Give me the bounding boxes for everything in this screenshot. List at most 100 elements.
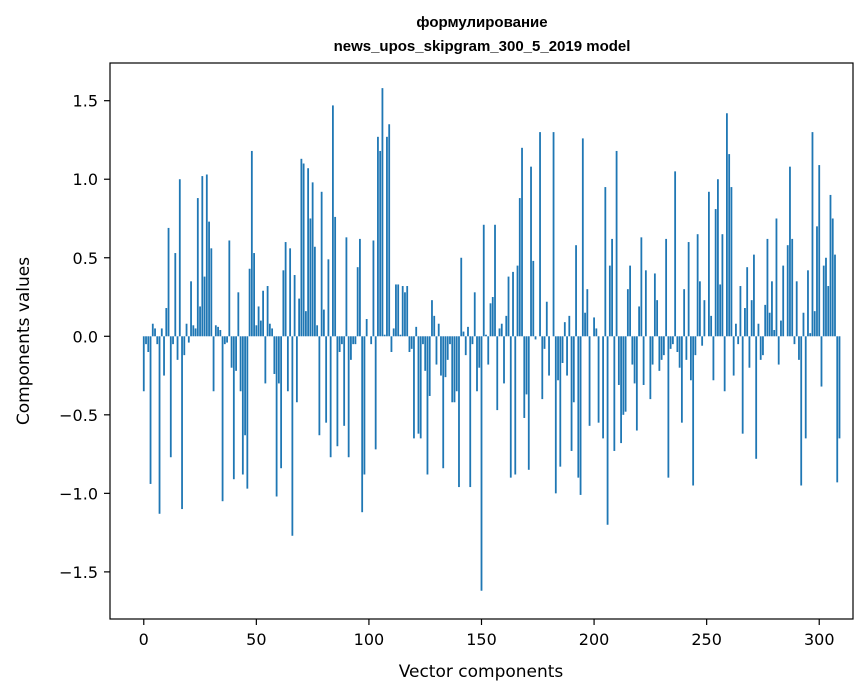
bar <box>836 336 839 483</box>
bar <box>422 336 424 345</box>
bar <box>221 336 224 502</box>
bar <box>786 245 789 337</box>
bar <box>325 336 328 423</box>
bar <box>689 336 692 381</box>
bar <box>151 323 154 337</box>
bar <box>545 301 548 337</box>
bar <box>199 306 201 337</box>
bar <box>626 289 629 337</box>
bar <box>449 336 451 345</box>
bar <box>746 267 749 337</box>
bar <box>266 286 269 337</box>
bar <box>442 336 445 469</box>
bar <box>712 336 715 381</box>
bar <box>719 284 722 337</box>
bar <box>523 336 526 418</box>
bar <box>163 336 165 376</box>
bar <box>791 238 794 337</box>
bar <box>660 336 663 360</box>
bar <box>757 323 760 337</box>
y-tick-label: 0.0 <box>73 327 98 346</box>
bar <box>424 336 427 371</box>
bar <box>223 336 226 345</box>
bar <box>190 281 192 337</box>
bar <box>827 286 830 337</box>
bar <box>282 270 285 337</box>
bar <box>397 284 400 337</box>
bar <box>548 336 550 376</box>
bar <box>811 132 814 337</box>
bars-group <box>142 88 841 591</box>
bar <box>476 336 478 392</box>
bar <box>203 276 206 337</box>
bar <box>370 336 373 345</box>
bar <box>534 336 537 340</box>
bar <box>780 320 782 337</box>
bar <box>214 325 217 337</box>
bar <box>226 336 228 343</box>
y-tick-label: −1.5 <box>59 563 98 582</box>
bar <box>293 275 296 337</box>
bar <box>354 336 357 345</box>
bar <box>498 328 501 337</box>
bar <box>644 270 647 337</box>
bar <box>460 257 463 337</box>
bar <box>829 194 832 337</box>
bar <box>399 334 402 337</box>
bar <box>566 336 568 376</box>
y-tick-label: −0.5 <box>59 406 98 425</box>
bar <box>658 336 661 371</box>
bar <box>230 336 233 368</box>
bar <box>710 315 713 337</box>
bar <box>676 336 679 352</box>
bar <box>629 265 631 337</box>
bar <box>350 336 352 360</box>
bar <box>482 224 485 337</box>
bar <box>561 336 564 363</box>
bar <box>730 187 733 337</box>
bar <box>275 336 278 497</box>
bar <box>259 320 262 337</box>
bar <box>307 168 310 337</box>
bar <box>771 281 773 337</box>
bar <box>617 336 620 385</box>
bar <box>453 336 456 403</box>
bar <box>620 336 622 444</box>
bar <box>577 336 580 478</box>
bar <box>210 248 213 337</box>
bar <box>514 336 517 475</box>
bar <box>649 336 652 400</box>
bar <box>237 292 240 337</box>
bar <box>343 336 346 426</box>
bar <box>777 336 780 365</box>
bar <box>530 166 532 337</box>
bar <box>604 187 607 337</box>
bar <box>762 336 764 356</box>
y-axis-label: Components values <box>14 257 34 425</box>
bar <box>671 336 674 345</box>
bar <box>352 336 355 345</box>
bar <box>255 325 258 337</box>
bar <box>437 323 440 337</box>
bar <box>798 336 800 360</box>
bar <box>264 336 267 384</box>
bar <box>611 238 613 337</box>
bar <box>286 336 289 392</box>
bar <box>741 336 744 434</box>
bar <box>338 336 341 352</box>
bar <box>172 336 174 345</box>
bar <box>521 147 523 337</box>
bar <box>802 312 805 337</box>
bar <box>507 276 510 337</box>
bar <box>428 336 431 396</box>
bar <box>212 336 215 392</box>
bar <box>793 336 796 345</box>
bar <box>487 336 490 365</box>
bar <box>662 336 665 356</box>
bar <box>764 304 767 337</box>
bar <box>363 336 366 475</box>
bar <box>570 336 573 451</box>
bar <box>717 179 719 337</box>
bar <box>494 224 496 337</box>
